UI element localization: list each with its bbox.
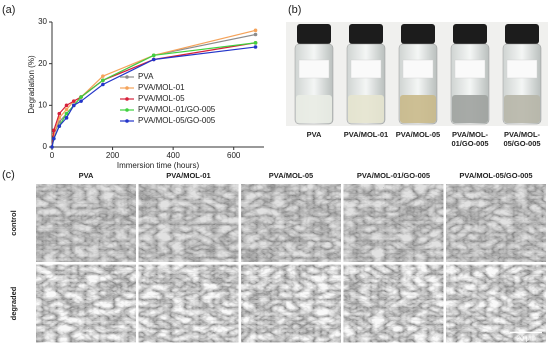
vial-liquid [348,95,384,123]
legend-marker [125,75,129,79]
data-point [57,111,62,116]
panel-label: (b) [288,4,301,16]
data-point [151,53,156,58]
legend-marker [125,108,129,112]
sem-image [446,184,546,262]
vial-liquid [400,95,436,123]
vial-label: PVA/MOL-01 [344,130,388,139]
data-point [72,99,76,103]
x-tick-label: 600 [227,151,241,160]
y-tick-label: 30 [38,17,47,26]
data-point [72,103,76,108]
sem-image [138,264,239,343]
vial-tag [402,59,434,79]
data-point [253,28,258,33]
data-point [101,82,105,87]
sem-image [343,264,444,343]
panel-label: (c) [2,169,15,181]
y-tick-label: 10 [38,100,47,109]
data-point [79,99,83,103]
vial-liquid [452,95,488,123]
data-point [52,136,56,141]
data-point [52,128,56,133]
sem-image [343,184,444,262]
legend-label: PVA [138,72,154,81]
column-header: PVA/MOL-05 [269,171,313,180]
scale-bar-label: 20 μm [516,335,536,342]
data-point [253,32,258,37]
data-point [253,45,258,49]
vial-cap [401,24,435,44]
sem-image [138,184,239,262]
vial-liquid [504,95,540,123]
vial-cap [349,24,383,44]
legend-label: PVA/MOL-01 [138,83,185,92]
x-axis-label: Immersion time (hours) [117,161,200,170]
column-header: PVA/MOL-05/GO-005 [459,171,532,180]
legend-label: PVA/MOL-05/GO-005 [138,116,216,125]
vial-cap [505,24,539,44]
column-header: PVA/MOL-01/GO-005 [357,171,430,180]
legend-marker [125,97,129,101]
vial-photos: PVA PVA/MOL-01 PVA/MOL-05 PVA/MOL-01/GO-005… [286,22,548,148]
y-axis-label: Degradation (%) [27,55,36,114]
vial-label: PVA/MOL- [504,130,541,139]
vial-tag [454,59,486,79]
legend-label: PVA/MOL-01/GO-005 [138,105,216,114]
y-tick-label: 0 [43,142,48,151]
data-point [101,74,105,78]
vial-tag [298,59,330,79]
vial-tag [506,59,538,79]
data-point [50,145,54,149]
data-point [101,78,105,83]
data-point [64,103,69,108]
sem-image [241,184,341,262]
row-label: control [9,210,18,235]
vial-label: PVA/MOL- [452,130,489,139]
data-point [79,95,83,99]
data-point [151,57,156,62]
x-tick-label: 200 [106,151,120,160]
data-point [64,111,69,116]
sem-image [36,264,136,343]
data-point [64,116,69,120]
vial-cap [297,24,331,44]
legend-label: PVA/MOL-05 [138,94,185,103]
vial-label: PVA [307,130,322,139]
x-tick-label: 0 [50,151,55,160]
vial-label: 01/GO-005 [451,139,488,148]
column-header: PVA/MOL-01 [166,171,210,180]
y-tick-label: 20 [38,59,47,68]
x-tick-label: 400 [166,151,180,160]
legend-marker [125,86,129,90]
vial-label: 05/GO-005 [503,139,540,148]
vial-liquid [296,95,332,123]
vial-cap [453,24,487,44]
panel-label: (a) [2,4,15,16]
sem-image [241,264,341,343]
sem-image [36,184,136,262]
legend-marker [125,119,129,123]
sem-images: PVA PVA/MOL-01 PVA/MOL-05 PVA/MOL-01/GO-005… [9,171,546,343]
data-point [253,41,258,45]
vial-tag [350,59,382,79]
column-header: PVA [79,171,94,180]
data-point [57,124,62,128]
row-label: degraded [9,286,18,320]
vial-label: PVA/MOL-05 [396,130,440,139]
sem-image [446,264,546,343]
data-point [64,107,69,112]
